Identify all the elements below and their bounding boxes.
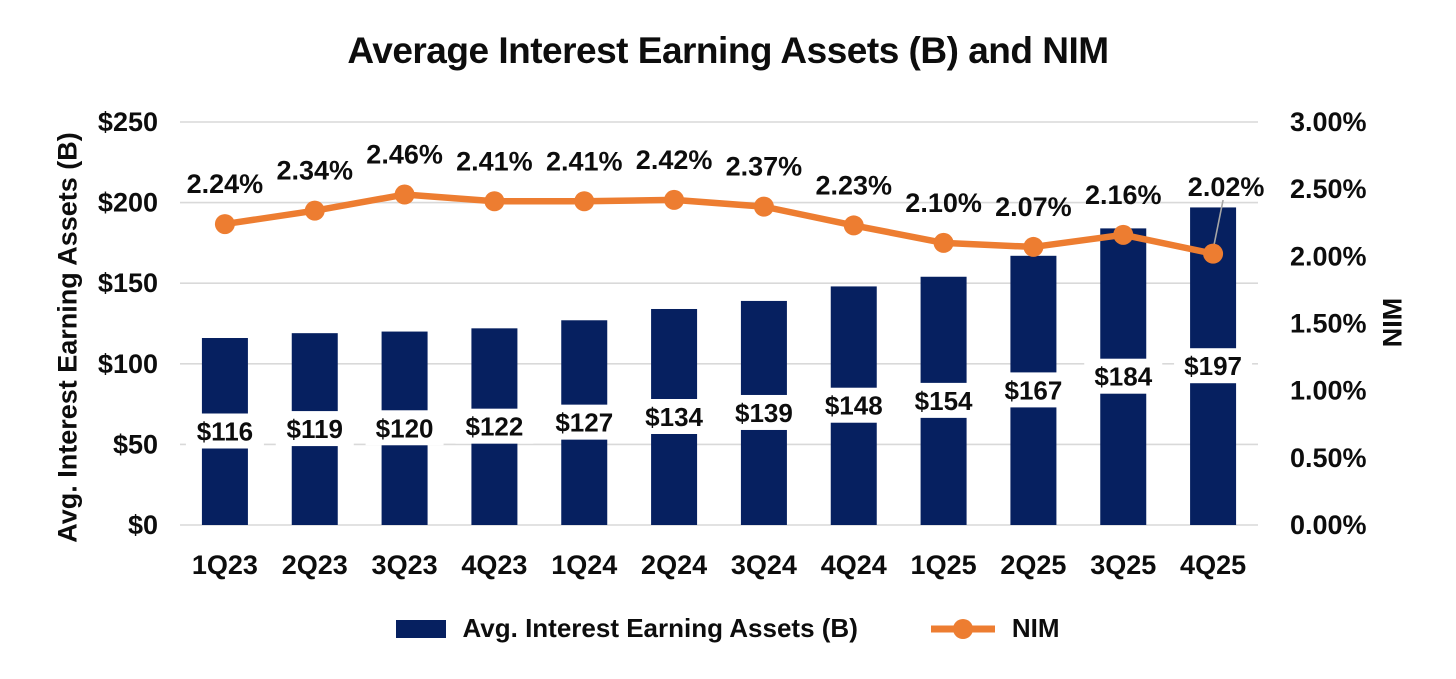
x-axis-tick-label: 1Q25 (911, 550, 977, 580)
bar-value-label-background (635, 398, 714, 434)
nim-value-label: 2.07% (995, 192, 1072, 222)
bar-value-label-background (365, 410, 444, 446)
nim-line (221, 191, 1217, 257)
left-axis-tick-label: $100 (98, 349, 158, 379)
bar-value-label: $139 (735, 398, 793, 428)
nim-value-label: 2.23% (815, 170, 892, 200)
label-leader-line (1213, 199, 1224, 245)
nim-value-label: 2.02% (1188, 172, 1265, 202)
x-axis-tick-label: 1Q23 (192, 550, 258, 580)
bar-value-label-background (724, 394, 803, 430)
nim-marker (753, 196, 774, 217)
bar-value-label: $127 (555, 408, 613, 438)
bar-value-label: $134 (645, 402, 703, 432)
x-axis-tick-label: 2Q23 (282, 550, 348, 580)
bar-value-label-background (185, 413, 264, 449)
right-axis-tick-label: 1.50% (1290, 309, 1367, 339)
x-axis-tick-label: 4Q25 (1180, 550, 1246, 580)
nim-value-label: 2.37% (726, 152, 803, 182)
nim-marker (843, 215, 864, 236)
bar-value-label-background (455, 408, 534, 444)
chart-title: Average Interest Earning Assets (B) and … (347, 30, 1109, 71)
nim-value-label: 2.41% (456, 146, 533, 176)
bar-value-label-background (814, 387, 893, 423)
nim-value-label: 2.42% (636, 145, 713, 175)
nim-value-label: 2.24% (187, 169, 264, 199)
bar-value-label-background (1084, 358, 1163, 394)
legend: Avg. Interest Earning Assets (B) NIM (0, 613, 1456, 644)
nim-marker (1203, 243, 1224, 264)
left-axis-tick-label: $250 (98, 107, 158, 137)
nim-marker (1023, 236, 1044, 257)
legend-bar-swatch-icon (396, 619, 447, 638)
bar-value-label-background (994, 372, 1073, 408)
x-axis-tick-label: 2Q24 (641, 550, 707, 580)
legend-line-label: NIM (1011, 613, 1060, 643)
nim-value-label: 2.34% (276, 156, 353, 186)
nim-value-label: 2.16% (1085, 180, 1162, 210)
bar-value-label: $120 (376, 413, 434, 443)
right-axis-tick-label: 0.50% (1290, 443, 1367, 473)
bar-value-label: $167 (1004, 375, 1062, 405)
nim-value-label: 2.46% (366, 140, 443, 170)
x-axis-tick-label: 3Q23 (372, 550, 438, 580)
nim-marker (933, 232, 954, 253)
bar-value-label-background (1174, 348, 1253, 384)
bar-value-label: $184 (1094, 362, 1152, 392)
right-axis-tick-label: 2.50% (1290, 174, 1367, 204)
left-axis-tick-label: $0 (128, 510, 158, 540)
bar-value-label-background (275, 411, 354, 447)
legend-bar-label: Avg. Interest Earning Assets (B) (462, 613, 858, 643)
bar-value-label: $197 (1184, 351, 1242, 381)
right-axis-tick-label: 2.00% (1290, 241, 1367, 271)
bar-value-label-background (545, 404, 624, 440)
left-axis-tick-label: $50 (113, 429, 158, 459)
nim-marker (304, 200, 325, 221)
x-axis-tick-label: 2Q25 (1000, 550, 1066, 580)
bar-value-label: $154 (915, 386, 973, 416)
left-axis-tick-label: $150 (98, 268, 158, 298)
nim-marker (574, 191, 595, 212)
x-axis-tick-label: 4Q24 (821, 550, 887, 580)
nim-marker (214, 214, 235, 235)
legend-line-swatch-icon (930, 618, 995, 639)
x-axis-tick-label: 4Q23 (461, 550, 527, 580)
bar-value-label: $119 (287, 414, 343, 444)
x-axis-tick-label: 3Q24 (731, 550, 797, 580)
right-axis-tick-label: 3.00% (1290, 107, 1367, 137)
right-axis-tick-label: 1.00% (1290, 376, 1367, 406)
bar-value-label: $122 (465, 412, 523, 442)
nim-marker (1113, 224, 1134, 245)
nim-marker (394, 184, 415, 205)
left-axis-tick-label: $200 (98, 188, 158, 218)
bar-value-label: $116 (197, 417, 253, 447)
right-axis-tick-label: 0.00% (1290, 510, 1367, 540)
nim-marker (484, 191, 505, 212)
x-axis-tick-label: 1Q24 (551, 550, 617, 580)
nim-value-label: 2.10% (905, 188, 982, 218)
nim-value-label: 2.41% (546, 146, 623, 176)
x-axis-tick-label: 3Q25 (1090, 550, 1156, 580)
bar-value-label: $148 (825, 391, 883, 421)
nim-marker (664, 189, 685, 210)
bar-value-label-background (904, 382, 983, 418)
